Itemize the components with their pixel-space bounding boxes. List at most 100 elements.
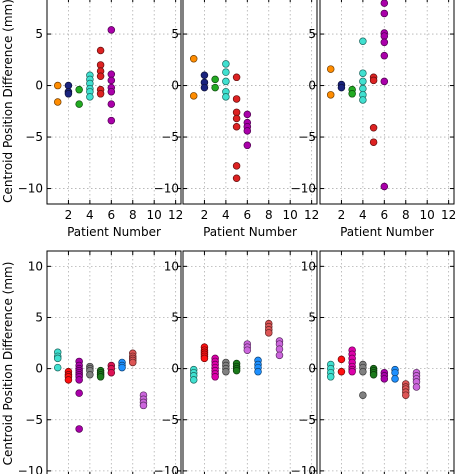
x-axis-label: Patient Number <box>67 225 161 239</box>
data-point-series-8 <box>265 329 273 337</box>
data-point-series-6 <box>107 70 116 78</box>
y-tick-label: 10 <box>164 259 179 273</box>
data-point-series-5 <box>232 114 241 123</box>
y-tick-label: 5 <box>308 310 316 324</box>
data-point-series-6 <box>243 127 252 135</box>
x-tick-label: 12 <box>304 208 319 222</box>
data-point-series-5 <box>369 76 378 85</box>
data-point-series-5 <box>232 108 241 117</box>
y-tick-label: 0 <box>35 79 43 93</box>
data-point-series-6 <box>107 116 116 125</box>
panel-2-1: −10 −5 0 5 10 Centroid Position Difference (m… <box>1 250 182 474</box>
data-point-series-2 <box>200 83 209 92</box>
panel-2-2: −10 −5 0 5 10 <box>154 250 318 474</box>
axes-frame <box>182 250 318 474</box>
data-point-series-6 <box>107 100 116 108</box>
panel-1-3: −10 −5 0 5 2 4 6 8 10 12 Patient Number <box>291 0 456 239</box>
data-point-series-5 <box>232 95 241 103</box>
x-axis-label: Patient Number <box>203 225 297 239</box>
y-tick-label: 5 <box>171 310 179 324</box>
y-tick-label: −5 <box>161 130 179 144</box>
data-point-series-6 <box>243 110 252 119</box>
data-point-series-1 <box>53 363 62 372</box>
data-point-series-3 <box>211 83 219 92</box>
data-point-series-5 <box>96 373 105 381</box>
data-point-series-6 <box>380 32 389 40</box>
data-point-series-3 <box>75 425 83 433</box>
y-tick-label: 10 <box>28 259 43 273</box>
y-tick-label: 0 <box>308 79 316 93</box>
y-tick-label: −10 <box>154 464 179 474</box>
data-point-series-7 <box>118 363 126 372</box>
data-point-series-4 <box>222 68 230 76</box>
data-point-series-5 <box>232 162 241 170</box>
y-tick-label: 0 <box>308 362 316 376</box>
data-point-series-4 <box>359 84 367 93</box>
data-point-series-4 <box>359 77 367 86</box>
y-tick-label: −5 <box>25 130 43 144</box>
x-tick-label: 8 <box>129 208 137 222</box>
y-tick-label: −5 <box>298 130 316 144</box>
axes-frame <box>182 0 318 205</box>
data-points <box>53 26 116 125</box>
y-tick-label: 5 <box>35 27 43 41</box>
data-point-series-5 <box>369 138 378 146</box>
data-point-series-7 <box>391 375 399 383</box>
data-point-series-4 <box>359 69 367 77</box>
y-tick-label: −10 <box>291 182 316 196</box>
x-tick-label: 10 <box>420 208 435 222</box>
data-point-series-1 <box>53 98 62 106</box>
data-point-series-5 <box>232 122 241 131</box>
y-tick-label: −10 <box>291 464 316 474</box>
x-tick-label: 2 <box>65 208 73 222</box>
y-tick-label: 5 <box>171 27 179 41</box>
x-tick-label: 8 <box>265 208 273 222</box>
axes-frame <box>319 0 455 205</box>
data-point-series-4 <box>359 37 367 46</box>
x-tick-label: 2 <box>338 208 346 222</box>
x-tick-label: 12 <box>168 208 183 222</box>
data-point-series-2 <box>200 71 209 79</box>
data-point-series-1 <box>53 81 62 90</box>
data-point-series-3 <box>75 376 83 384</box>
data-point-series-2 <box>64 81 73 90</box>
data-point-series-6 <box>380 9 389 18</box>
data-point-series-2 <box>337 355 346 364</box>
panel-1-2: −10 −5 0 5 2 4 6 8 10 12 Patient Number <box>154 0 319 239</box>
x-tick-label: 4 <box>359 208 367 222</box>
axes-frame <box>46 0 182 205</box>
data-point-series-6 <box>380 77 389 86</box>
data-point-series-2 <box>200 354 209 363</box>
data-point-series-9 <box>412 383 421 391</box>
y-tick-label: −5 <box>298 413 316 427</box>
data-point-series-3 <box>211 373 219 381</box>
data-point-series-5 <box>232 174 241 183</box>
y-tick-label: −10 <box>18 182 43 196</box>
data-point-series-6 <box>380 0 389 7</box>
y-tick-label: −5 <box>161 413 179 427</box>
data-point-series-4 <box>86 93 94 101</box>
panel-1-1: −10 −5 0 5 2 4 6 8 10 12 Patient Number Centroid Po… <box>1 0 183 239</box>
data-point-series-2 <box>337 83 346 92</box>
data-point-series-6 <box>107 76 116 85</box>
x-tick-label: 8 <box>402 208 410 222</box>
y-tick-label: 0 <box>35 362 43 376</box>
y-tick-label: −5 <box>25 413 43 427</box>
data-point-series-4 <box>86 371 94 379</box>
data-points <box>53 348 148 433</box>
data-point-series-5 <box>369 371 378 379</box>
axes-frame <box>46 250 182 474</box>
data-point-series-4 <box>222 77 230 86</box>
data-point-series-9 <box>275 345 284 353</box>
y-tick-label: −10 <box>18 464 43 474</box>
data-point-series-1 <box>189 55 198 63</box>
y-tick-label: 10 <box>301 259 316 273</box>
y-axis-label: Centroid Position Difference (mm) <box>1 262 15 466</box>
data-point-series-4 <box>222 367 230 376</box>
y-tick-label: 5 <box>308 27 316 41</box>
data-point-series-4 <box>222 60 230 68</box>
data-point-series-1 <box>326 373 335 381</box>
data-point-series-2 <box>64 90 73 98</box>
data-point-series-1 <box>326 91 335 99</box>
